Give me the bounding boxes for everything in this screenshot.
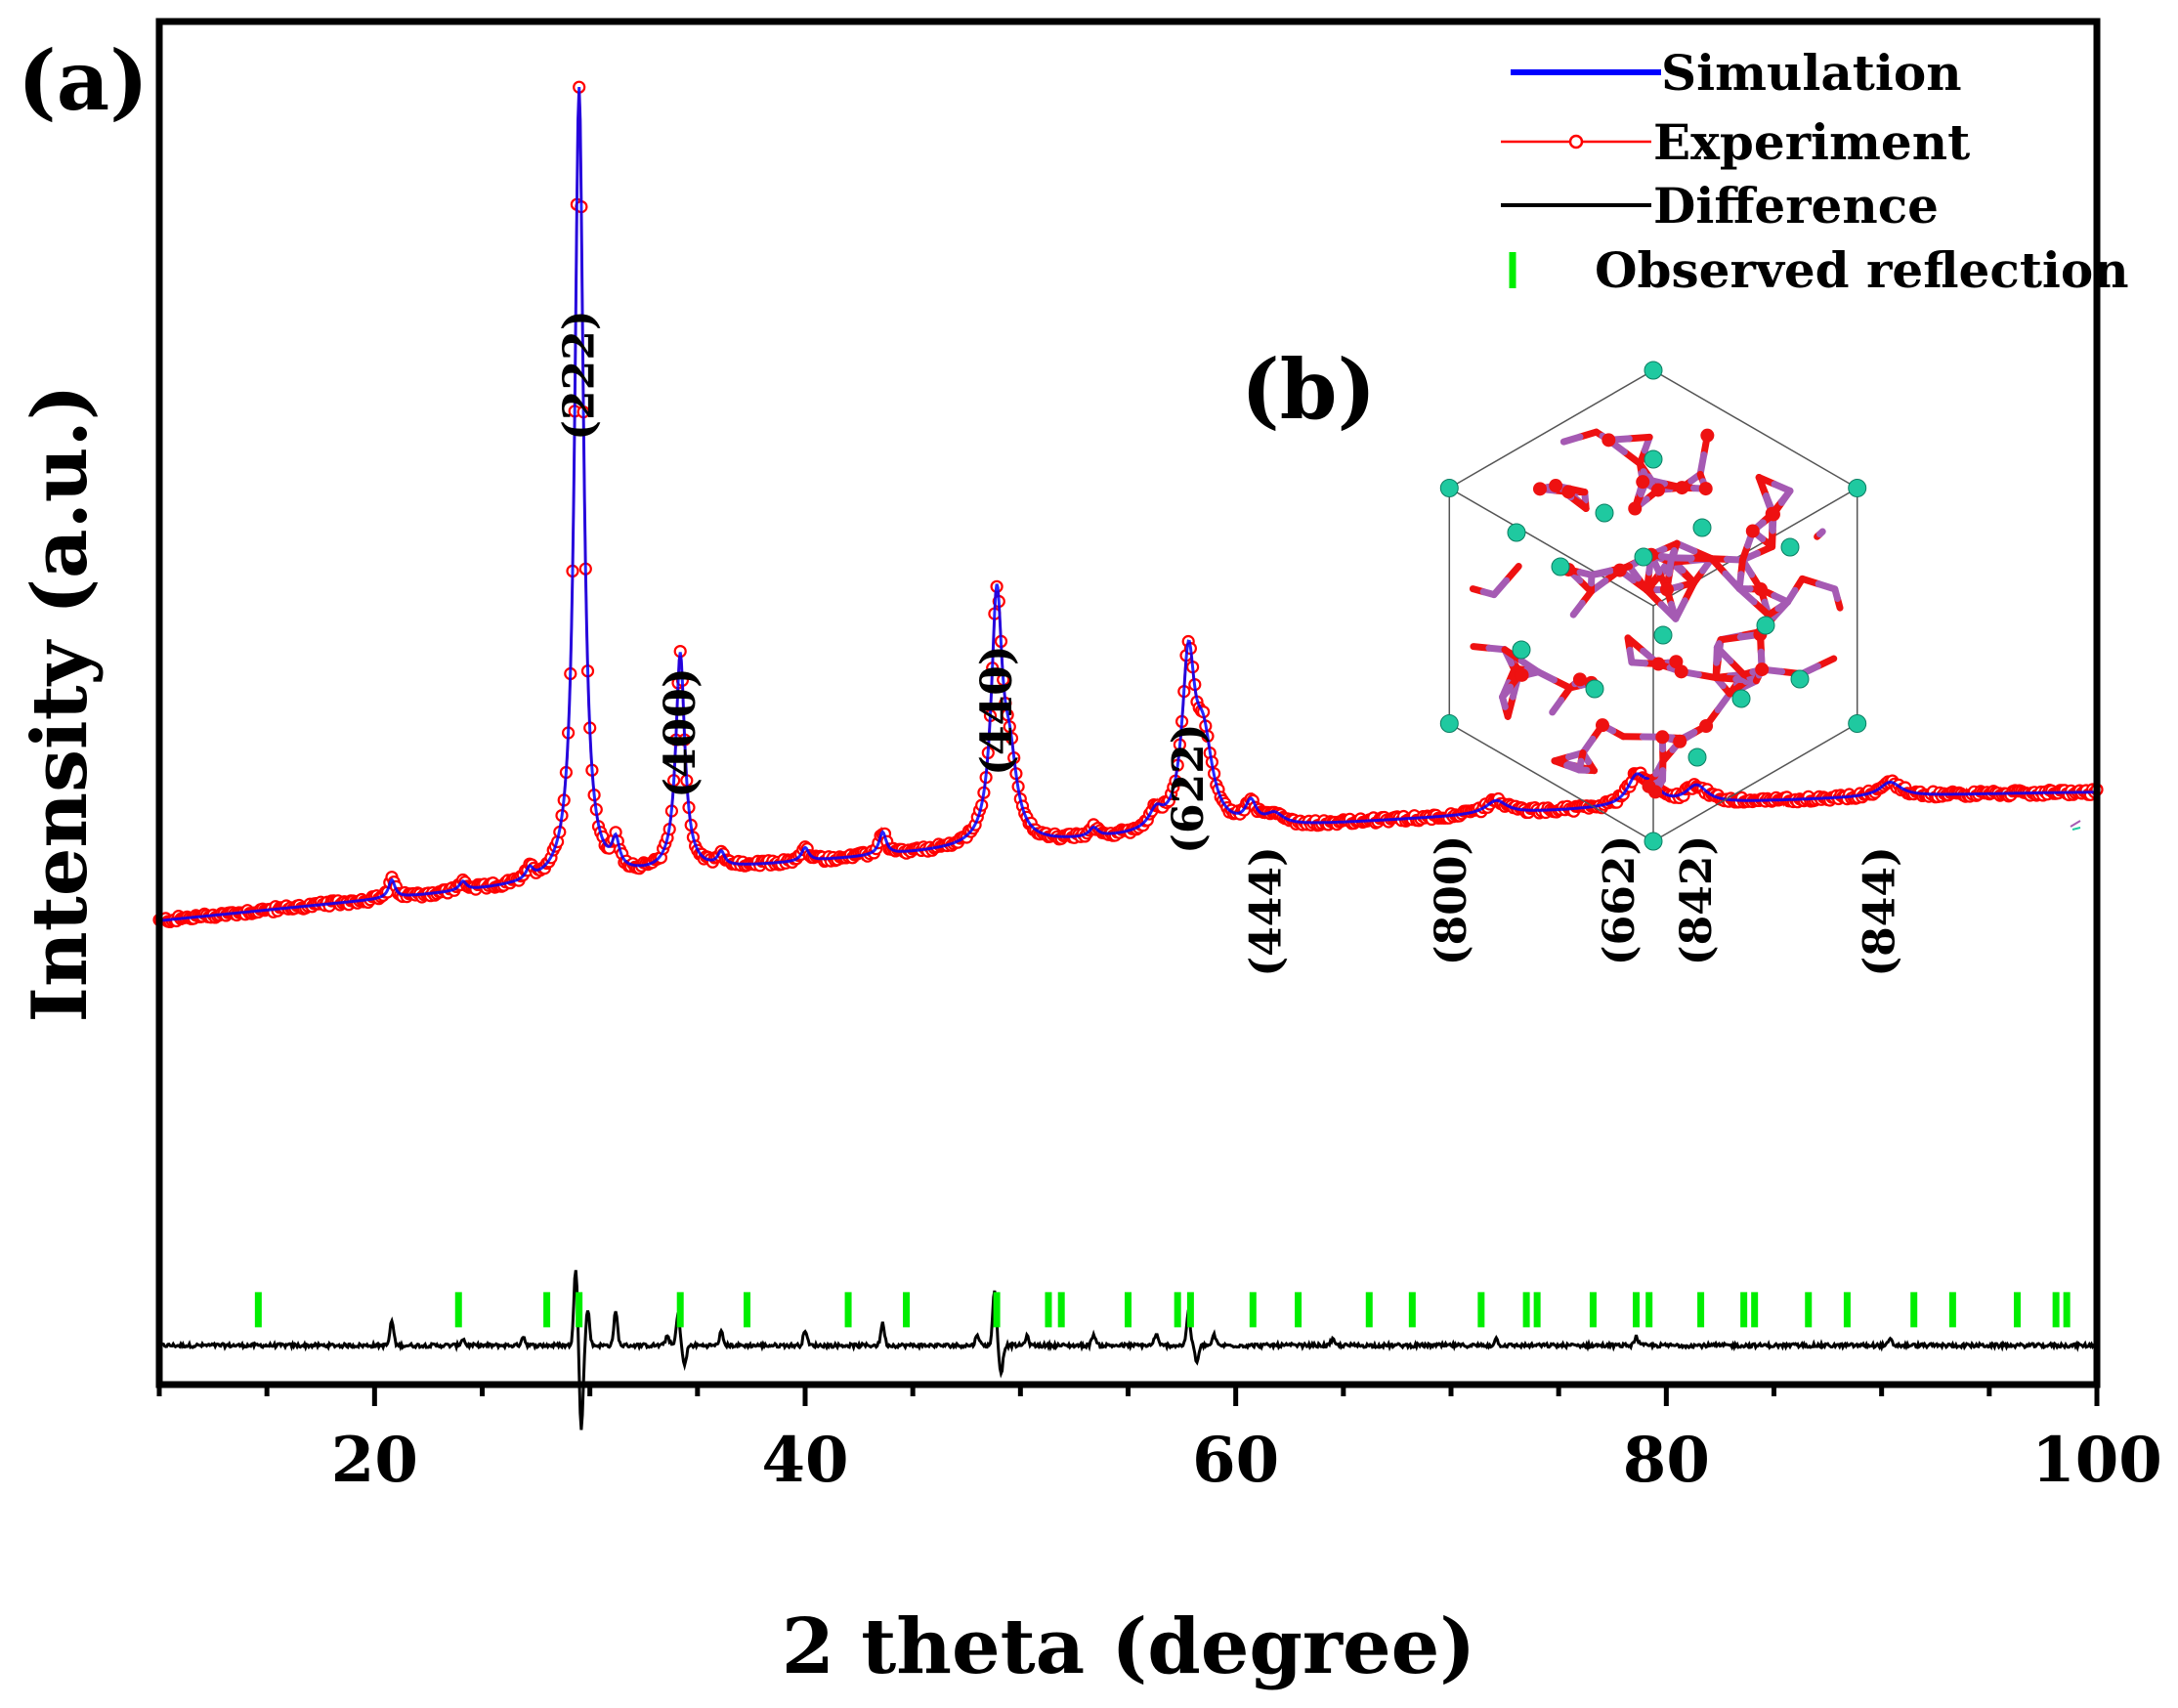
peak-label: (842) bbox=[1672, 835, 1722, 965]
crystal-structure-inset bbox=[1440, 362, 1865, 850]
peak-label: (440) bbox=[972, 645, 1022, 775]
x-tick-label: 40 bbox=[761, 1424, 848, 1497]
panel-label-a: (a) bbox=[18, 32, 149, 129]
x-tick-label: 60 bbox=[1192, 1424, 1279, 1497]
peak-label: (444) bbox=[1242, 846, 1292, 976]
legend: Simulation Experiment Difference Observe… bbox=[1501, 44, 2129, 299]
legend-label-reflection: Observed reflection bbox=[1595, 241, 2129, 299]
x-tick-label: 80 bbox=[1623, 1424, 1710, 1497]
peak-label: (622) bbox=[1164, 723, 1214, 853]
observed-reflections bbox=[258, 1292, 2067, 1327]
x-tick-label: 100 bbox=[2031, 1424, 2162, 1497]
x-axis-title: 2 theta (degree) bbox=[782, 1602, 1475, 1691]
peak-label: (222) bbox=[555, 310, 605, 440]
x-tick-label: 20 bbox=[331, 1424, 418, 1497]
peak-label: (844) bbox=[1855, 846, 1904, 976]
peak-labels: (222) (400) (440) (622) (444) (800) (662) (842)… bbox=[555, 310, 1905, 976]
peak-label: (800) bbox=[1427, 835, 1476, 965]
legend-label-simulation: Simulation bbox=[1661, 44, 1962, 102]
peak-label: (662) bbox=[1595, 835, 1644, 965]
stray-marker bbox=[2071, 821, 2080, 830]
panel-label-b: (b) bbox=[1241, 341, 1376, 438]
legend-label-difference: Difference bbox=[1653, 177, 1939, 235]
x-axis-tick-labels: 20 40 60 80 100 bbox=[331, 1424, 2162, 1497]
peak-label: (400) bbox=[656, 667, 705, 797]
legend-marker-experiment bbox=[1570, 136, 1582, 148]
y-axis-title: Intensity (a.u.) bbox=[16, 385, 105, 1023]
legend-label-experiment: Experiment bbox=[1653, 113, 1970, 171]
